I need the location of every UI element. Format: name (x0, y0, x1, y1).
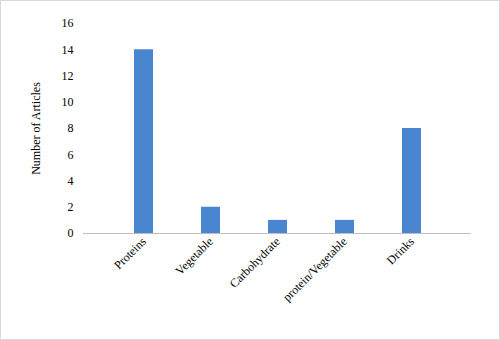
svg-text:protein/Vegetable: protein/Vegetable (280, 234, 350, 304)
svg-text:Number of Articles: Number of Articles (29, 82, 43, 175)
svg-text:0: 0 (68, 226, 74, 240)
svg-text:14: 14 (62, 43, 74, 57)
svg-text:12: 12 (62, 69, 74, 83)
svg-text:Vegetable: Vegetable (172, 234, 215, 277)
svg-text:Carbohydrate: Carbohydrate (227, 234, 283, 290)
svg-text:10: 10 (62, 95, 74, 109)
svg-text:Proteins: Proteins (111, 234, 149, 272)
svg-text:4: 4 (68, 174, 74, 188)
svg-text:8: 8 (68, 121, 74, 135)
svg-text:2: 2 (68, 200, 74, 214)
svg-text:16: 16 (62, 16, 74, 30)
svg-text:6: 6 (68, 148, 74, 162)
svg-text:Drinks: Drinks (384, 234, 417, 267)
